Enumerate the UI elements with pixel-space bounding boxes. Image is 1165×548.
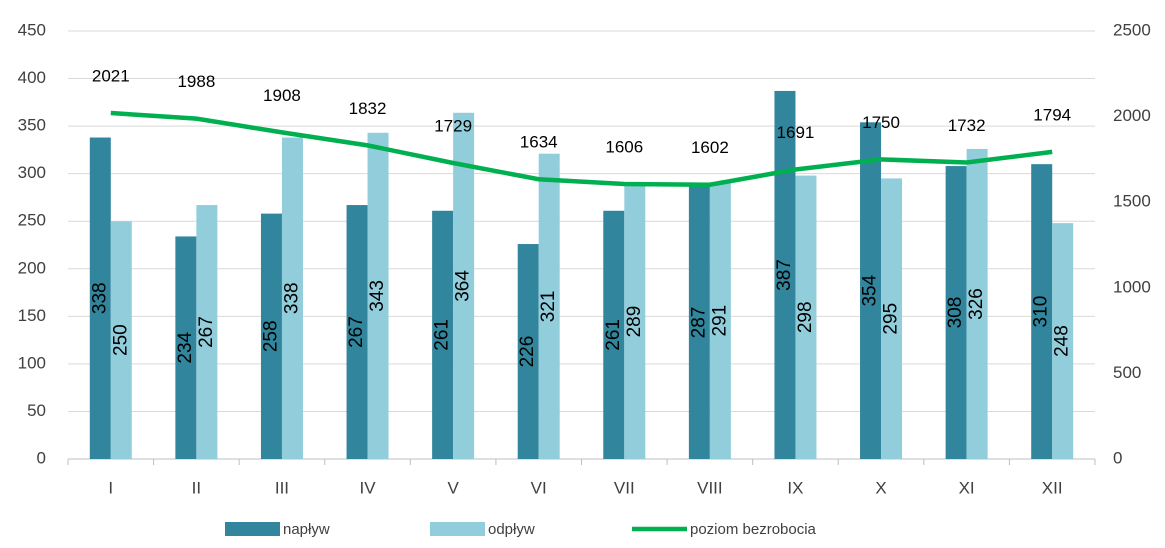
bar bbox=[196, 205, 218, 459]
bar-value-label: 308 bbox=[945, 297, 966, 329]
bar bbox=[860, 122, 882, 459]
x-tick-label: III bbox=[275, 478, 289, 497]
x-tick-label: V bbox=[447, 478, 459, 497]
x-tick-label: VI bbox=[531, 478, 547, 497]
y-tick-label: 250 bbox=[18, 211, 46, 230]
line-value-label: 1729 bbox=[434, 116, 472, 135]
bar-value-label: 261 bbox=[603, 319, 624, 351]
legend-label: odpływ bbox=[488, 521, 535, 538]
y-tick-label: 100 bbox=[18, 353, 46, 372]
bar bbox=[795, 175, 817, 459]
bar bbox=[453, 112, 475, 459]
line-value-label: 1908 bbox=[263, 86, 301, 105]
bar-value-label: 258 bbox=[260, 320, 281, 352]
x-tick-label: I bbox=[108, 478, 113, 497]
y2-tick-label: 0 bbox=[1113, 448, 1122, 467]
y-tick-label: 450 bbox=[18, 20, 46, 39]
x-tick-label: II bbox=[192, 478, 201, 497]
line-value-label: 2021 bbox=[92, 66, 130, 85]
bar-value-label: 250 bbox=[110, 324, 131, 356]
line-value-label: 1602 bbox=[691, 138, 729, 157]
legend-swatch bbox=[225, 522, 280, 536]
x-tick-label: X bbox=[875, 478, 886, 497]
bar-value-label: 248 bbox=[1052, 325, 1073, 357]
bar bbox=[281, 137, 303, 459]
x-tick-label: XI bbox=[959, 478, 975, 497]
bar-value-label: 364 bbox=[453, 270, 474, 302]
bar bbox=[774, 90, 796, 460]
y2-tick-label: 1000 bbox=[1113, 277, 1151, 296]
bar bbox=[89, 137, 111, 459]
bar-value-label: 326 bbox=[966, 288, 987, 320]
bar-value-label: 267 bbox=[196, 316, 217, 348]
bar-value-label: 354 bbox=[860, 274, 881, 306]
bar bbox=[432, 210, 454, 459]
bar-value-label: 226 bbox=[517, 336, 538, 368]
bar bbox=[1052, 223, 1074, 459]
line-value-label: 1750 bbox=[862, 113, 900, 132]
bar-value-label: 261 bbox=[432, 319, 453, 351]
line-value-label: 1634 bbox=[520, 133, 558, 152]
bar bbox=[538, 153, 560, 459]
x-tick-label: XII bbox=[1042, 478, 1063, 497]
bar bbox=[688, 186, 710, 459]
bar-value-label: 310 bbox=[1031, 296, 1052, 328]
line-value-label: 1988 bbox=[177, 72, 215, 91]
bar-value-label: 289 bbox=[624, 306, 645, 338]
bar bbox=[367, 132, 389, 459]
bar bbox=[881, 178, 903, 459]
line-value-label: 1794 bbox=[1033, 105, 1071, 124]
x-tick-label: VIII bbox=[697, 478, 723, 497]
y2-tick-label: 2000 bbox=[1113, 106, 1151, 125]
y-tick-label: 150 bbox=[18, 306, 46, 325]
y-tick-label: 50 bbox=[27, 401, 46, 420]
bar-value-label: 387 bbox=[774, 259, 795, 291]
legend-label: napływ bbox=[283, 521, 330, 538]
line bbox=[110, 110, 1053, 187]
bar bbox=[110, 221, 132, 459]
bar bbox=[175, 236, 197, 459]
bar-value-label: 321 bbox=[538, 290, 559, 322]
bar bbox=[346, 205, 368, 459]
x-tick-label: IV bbox=[360, 478, 377, 497]
y-tick-label: 300 bbox=[18, 163, 46, 182]
bar bbox=[709, 182, 731, 459]
y-tick-label: 0 bbox=[37, 448, 46, 467]
bar-value-label: 295 bbox=[881, 303, 902, 335]
bar-value-label: 267 bbox=[346, 316, 367, 348]
bar-value-label: 343 bbox=[367, 280, 388, 312]
bar bbox=[603, 210, 625, 459]
bar bbox=[517, 244, 539, 459]
y2-tick-label: 500 bbox=[1113, 363, 1141, 382]
bar-value-label: 298 bbox=[795, 301, 816, 333]
y-tick-label: 400 bbox=[18, 68, 46, 87]
y2-tick-label: 2500 bbox=[1113, 20, 1151, 39]
bar bbox=[260, 213, 282, 459]
bar bbox=[945, 166, 967, 459]
bar bbox=[1031, 164, 1053, 459]
bar-value-label: 291 bbox=[709, 305, 730, 337]
bar bbox=[624, 184, 646, 459]
y-tick-label: 350 bbox=[18, 116, 46, 135]
y2-tick-label: 1500 bbox=[1113, 192, 1151, 211]
line-value-label: 1691 bbox=[777, 123, 815, 142]
legend-swatch bbox=[430, 522, 485, 536]
line-value-label: 1606 bbox=[605, 138, 643, 157]
bar bbox=[966, 148, 988, 459]
bar-value-label: 338 bbox=[89, 282, 110, 314]
x-tick-label: VII bbox=[614, 478, 635, 497]
line-value-label: 1732 bbox=[948, 116, 986, 135]
x-tick-label: IX bbox=[787, 478, 803, 497]
y-tick-label: 200 bbox=[18, 258, 46, 277]
bar-value-label: 338 bbox=[281, 282, 302, 314]
bar-value-label: 234 bbox=[175, 331, 196, 363]
bar-value-label: 287 bbox=[688, 307, 709, 339]
line-value-label: 1832 bbox=[349, 99, 387, 118]
legend-label: poziom bezrobocia bbox=[690, 521, 817, 538]
